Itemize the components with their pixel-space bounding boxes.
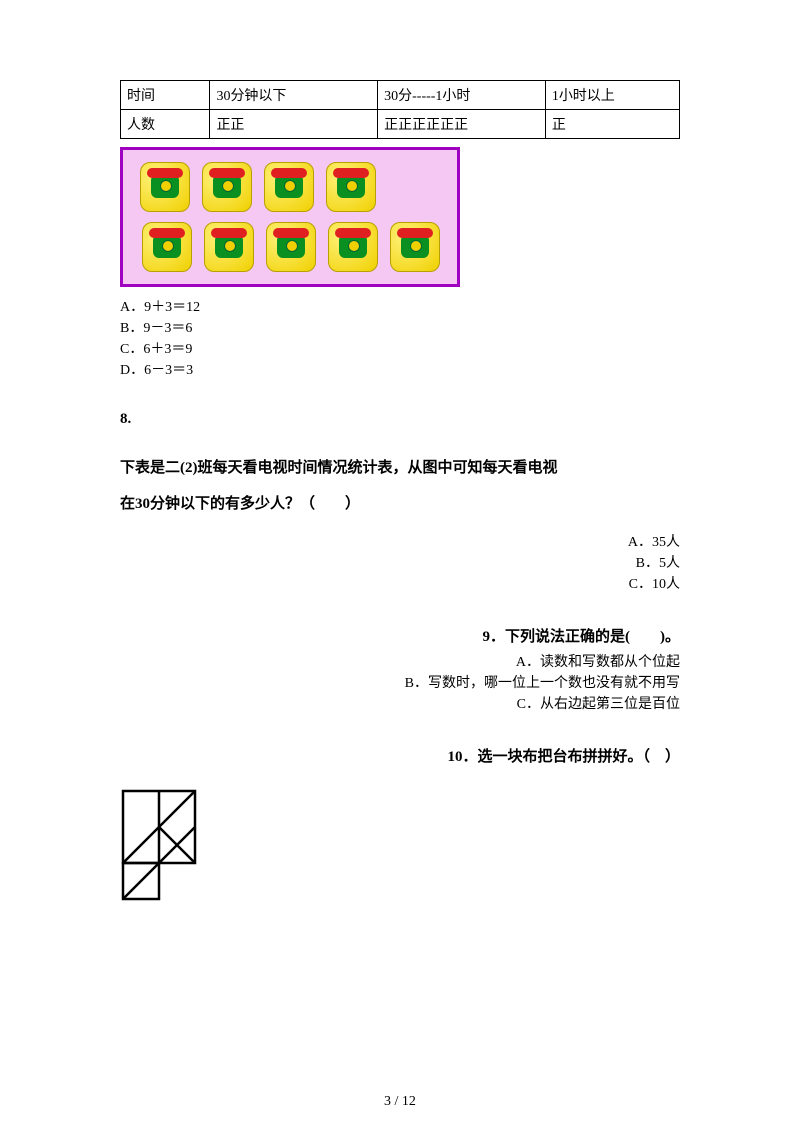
telephone-icon	[142, 222, 192, 272]
q9-options: A．读数和写数都从个位起 B．写数时，哪一位上一个数也没有就不用写 C．从右边起…	[120, 652, 680, 715]
table-cell: 1小时以上	[545, 81, 679, 110]
question-8: 8. 下表是二(2)班每天看电视时间情况统计表，从图中可知每天看电视 在30分钟…	[120, 411, 680, 595]
q8-text-line2: 在30分钟以下的有多少人？（ ）	[120, 486, 680, 522]
telephone-row	[135, 222, 445, 272]
table-cell: 时间	[121, 81, 210, 110]
telephone-icon	[390, 222, 440, 272]
telephone-icon	[202, 162, 252, 212]
option-a: A．读数和写数都从个位起	[120, 652, 680, 673]
q7-options: A．9＋3＝12 B．9－3＝6 C．6＋3＝9 D．6－3＝3	[120, 297, 680, 381]
telephone-icon	[264, 162, 314, 212]
option-b: B．9－3＝6	[120, 318, 680, 339]
option-c: C．6＋3＝9	[120, 339, 680, 360]
option-c: C．从右边起第三位是百位	[120, 694, 680, 715]
option-b: B．写数时，哪一位上一个数也没有就不用写	[120, 673, 680, 694]
telephone-icon	[140, 162, 190, 212]
telephone-icon	[204, 222, 254, 272]
q8-options: A．35人 B．5人 C．10人	[120, 532, 680, 595]
table-cell: 30分钟以下	[210, 81, 378, 110]
q10-figure	[120, 788, 680, 908]
telephone-icon	[328, 222, 378, 272]
telephone-icon	[266, 222, 316, 272]
q9-title: 9．下列说法正确的是( )。	[120, 625, 680, 646]
table-cell: 正正	[210, 110, 378, 139]
option-d: D．6－3＝3	[120, 360, 680, 381]
question-9: 9．下列说法正确的是( )。 A．读数和写数都从个位起 B．写数时，哪一位上一个…	[120, 625, 680, 715]
option-c: C．10人	[120, 574, 680, 595]
q10-title: 10．选一块布把台布拼拼好。（ ）	[447, 749, 680, 765]
page-number: 3 / 12	[0, 1094, 800, 1110]
question-10: 10．选一块布把台布拼拼好。（ ）	[120, 745, 680, 766]
table-cell: 30分-----1小时	[378, 81, 546, 110]
option-a: A．9＋3＝12	[120, 297, 680, 318]
table-cell: 正正正正正正	[378, 110, 546, 139]
telephone-row	[135, 162, 445, 212]
telephone-figure	[120, 147, 460, 287]
table-cell: 正	[545, 110, 679, 139]
q8-text-line1: 下表是二(2)班每天看电视时间情况统计表，从图中可知每天看电视	[120, 450, 680, 486]
telephone-icon	[326, 162, 376, 212]
option-b: B．5人	[120, 553, 680, 574]
tangram-figure-icon	[120, 788, 235, 903]
q8-number: 8.	[120, 411, 680, 428]
stats-table: 时间 30分钟以下 30分-----1小时 1小时以上 人数 正正 正正正正正正…	[120, 80, 680, 139]
table-row: 人数 正正 正正正正正正 正	[121, 110, 680, 139]
table-cell: 人数	[121, 110, 210, 139]
option-a: A．35人	[120, 532, 680, 553]
table-row: 时间 30分钟以下 30分-----1小时 1小时以上	[121, 81, 680, 110]
